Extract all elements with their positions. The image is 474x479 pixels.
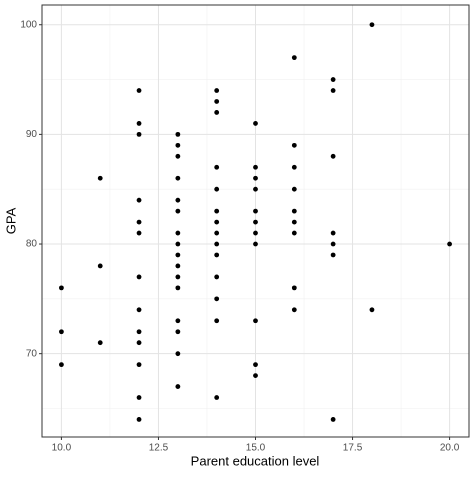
point: [330, 88, 336, 93]
point: [291, 164, 297, 170]
x-tick-label: 10.0: [52, 443, 72, 454]
point: [214, 186, 220, 192]
point: [175, 175, 181, 181]
point: [175, 208, 181, 214]
point: [214, 110, 220, 115]
point: [214, 164, 220, 170]
point: [253, 362, 258, 368]
point: [175, 274, 181, 280]
y-tick-label: 100: [20, 19, 37, 30]
point: [136, 121, 142, 126]
point: [330, 252, 336, 258]
point: [214, 274, 220, 280]
point: [136, 219, 142, 225]
x-tick-label: 15.0: [246, 443, 266, 454]
y-tick-label: 90: [26, 129, 38, 140]
point: [253, 175, 258, 181]
point: [214, 88, 220, 93]
point: [253, 318, 258, 324]
x-tick-label: 12.5: [149, 443, 169, 454]
y-tick-label: 70: [26, 348, 38, 359]
point: [214, 99, 220, 104]
point: [253, 121, 258, 126]
point: [175, 153, 181, 159]
point: [175, 263, 181, 269]
point: [291, 186, 297, 192]
point: [291, 285, 297, 291]
point: [136, 197, 142, 203]
x-tick-label: 17.5: [343, 443, 363, 454]
point: [97, 340, 103, 346]
point: [253, 164, 258, 170]
point: [291, 230, 297, 236]
point: [214, 219, 220, 225]
point: [214, 296, 220, 302]
point: [214, 241, 220, 247]
point: [369, 307, 375, 313]
point: [175, 241, 181, 247]
point: [175, 351, 181, 357]
point: [175, 230, 181, 236]
point: [253, 230, 258, 236]
point: [59, 362, 64, 368]
point: [175, 252, 181, 258]
point: [291, 219, 297, 225]
point: [175, 384, 181, 389]
point: [253, 219, 258, 225]
point: [97, 263, 103, 269]
point: [59, 329, 64, 335]
x-axis-title: Parent education level: [191, 453, 320, 468]
point: [136, 340, 142, 346]
point: [175, 131, 181, 137]
point: [136, 329, 142, 335]
point: [214, 318, 220, 324]
point: [175, 285, 181, 291]
point: [175, 197, 181, 203]
x-tick-label: 20.0: [440, 443, 460, 454]
point: [175, 329, 181, 335]
y-axis-title: GPA: [3, 207, 18, 234]
point: [214, 395, 220, 400]
point: [330, 77, 336, 82]
point: [291, 208, 297, 214]
point: [136, 307, 142, 313]
point: [253, 373, 258, 378]
point: [175, 142, 181, 148]
point: [253, 241, 258, 247]
point: [136, 131, 142, 137]
point: [291, 55, 297, 61]
point: [291, 307, 297, 313]
point: [330, 230, 336, 236]
point: [59, 285, 64, 291]
point: [330, 241, 336, 247]
point: [214, 252, 220, 258]
point: [253, 208, 258, 214]
point: [136, 230, 142, 236]
point: [330, 417, 336, 422]
point: [214, 208, 220, 214]
point: [330, 153, 336, 159]
point: [136, 417, 142, 422]
y-tick-label: 80: [26, 239, 38, 250]
panel-border: [41, 4, 470, 438]
point: [136, 362, 142, 368]
point: [136, 88, 142, 93]
point: [291, 142, 297, 148]
point: [253, 186, 258, 192]
point: [175, 318, 181, 324]
point: [136, 395, 142, 400]
point: [369, 22, 375, 28]
point: [136, 274, 142, 280]
point: [97, 175, 103, 181]
point: [447, 241, 452, 247]
point: [214, 230, 220, 236]
